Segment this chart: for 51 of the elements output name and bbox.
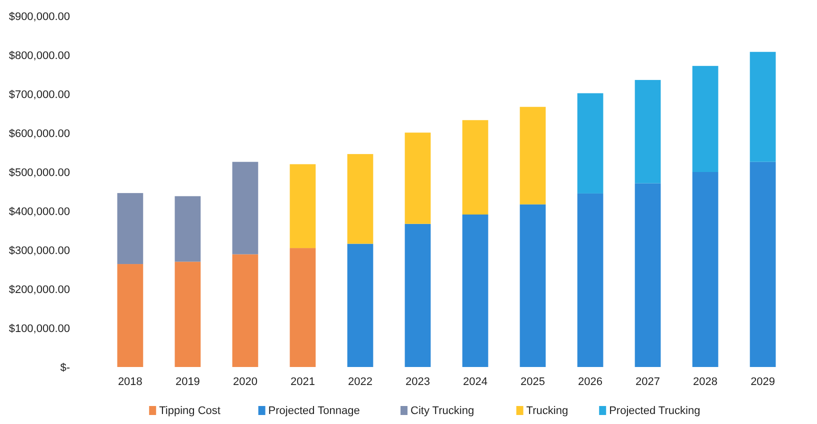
bar	[692, 172, 718, 367]
x-tick-label: 2018	[118, 376, 142, 388]
bar	[462, 214, 488, 367]
x-tick-label: 2025	[520, 376, 546, 388]
x-tick-label: 2027	[636, 376, 660, 388]
x-tick-label: 2023	[406, 376, 430, 388]
legend-label: Projected Trucking	[609, 405, 700, 417]
x-tick-label: 2029	[750, 376, 776, 388]
bar	[750, 52, 776, 162]
y-tick-label: $200,000.00	[8, 284, 70, 296]
y-tick-label: $300,000.00	[8, 244, 70, 257]
y-tick-label: $100,000.00	[8, 322, 70, 335]
y-tick-label: $600,000.00	[8, 128, 70, 140]
x-tick-label: 2019	[175, 376, 200, 388]
bar	[462, 120, 488, 215]
bar	[750, 162, 776, 367]
bar	[174, 262, 201, 367]
y-tick-label: $500,000.00	[8, 166, 70, 179]
y-tick-label: $-	[60, 362, 70, 374]
bar	[692, 66, 718, 172]
y-tick-label: $800,000.00	[8, 50, 70, 62]
bar	[232, 254, 258, 367]
bar	[634, 80, 661, 184]
bar	[117, 264, 144, 367]
bar	[347, 154, 374, 244]
x-tick-label: 2024	[463, 376, 488, 388]
bar	[520, 106, 546, 204]
legend-label: City Trucking	[410, 405, 474, 417]
bar	[290, 248, 316, 367]
bar	[117, 193, 144, 264]
bar	[174, 196, 201, 262]
legend-label: Trucking	[526, 405, 568, 417]
legend-label: Projected Tonnage	[268, 405, 360, 417]
bar	[577, 93, 604, 194]
bar	[634, 183, 661, 367]
bar	[577, 193, 604, 367]
bar	[347, 244, 374, 367]
bar	[404, 132, 431, 224]
x-tick-label: 2022	[348, 376, 372, 388]
y-tick-label: $400,000.00	[8, 206, 70, 218]
legend-label: Tipping Cost	[159, 405, 220, 417]
bar	[404, 224, 431, 367]
bar	[520, 204, 546, 367]
x-tick-label: 2021	[290, 376, 315, 388]
y-tick-label: $700,000.00	[8, 88, 70, 101]
bar	[290, 164, 316, 248]
bar	[232, 162, 258, 254]
x-tick-label: 2028	[693, 376, 718, 388]
x-tick-label: 2026	[578, 376, 603, 388]
y-tick-label: $900,000.00	[8, 10, 70, 23]
x-tick-label: 2020	[232, 376, 258, 388]
